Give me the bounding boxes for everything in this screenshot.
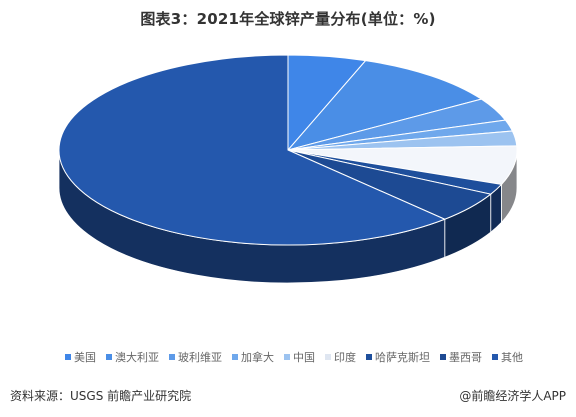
- pie-slice-1: [286, 60, 483, 151]
- legend-item-2: 玻利维亚: [169, 349, 222, 365]
- brand-label: @前瞻经济学人APP: [459, 389, 566, 403]
- legend-swatch-0: [65, 354, 71, 360]
- pie-slice-8: [58, 54, 447, 246]
- legend-swatch-4: [284, 354, 290, 360]
- source-note: 资料来源：USGS 前瞻产业研究院: [10, 389, 192, 403]
- legend-item-8: 其他: [492, 349, 523, 365]
- legend-swatch-7: [440, 354, 446, 360]
- legend-item-7: 墨西哥: [440, 349, 482, 365]
- legend-label-8: 其他: [501, 351, 523, 364]
- legend-label-4: 中国: [293, 351, 315, 364]
- legend-swatch-2: [169, 354, 175, 360]
- legend-item-1: 澳大利亚: [106, 349, 159, 365]
- legend-swatch-1: [106, 354, 112, 360]
- legend-swatch-3: [232, 354, 238, 360]
- legend-swatch-5: [325, 354, 331, 360]
- chart-title: 图表3：2021年全球锌产量分布(单位：%): [140, 10, 436, 28]
- legend-label-7: 墨西哥: [449, 351, 482, 364]
- legend-label-3: 加拿大: [241, 351, 274, 364]
- legend-item-4: 中国: [284, 349, 315, 365]
- legend-item-3: 加拿大: [232, 349, 274, 365]
- chart-legend: 美国 澳大利亚 玻利维亚 加拿大 中国 印度 哈萨克斯坦 墨西哥 其他: [34, 349, 554, 365]
- legend-swatch-8: [492, 354, 498, 360]
- legend-swatch-6: [366, 354, 372, 360]
- legend-label-0: 美国: [74, 351, 96, 364]
- legend-item-6: 哈萨克斯坦: [366, 349, 430, 365]
- legend-label-5: 印度: [334, 351, 356, 364]
- legend-label-2: 玻利维亚: [178, 351, 222, 364]
- legend-item-5: 印度: [325, 349, 356, 365]
- legend-item-0: 美国: [65, 349, 96, 365]
- legend-label-1: 澳大利亚: [115, 351, 159, 364]
- pie-top: [58, 54, 518, 246]
- legend-label-6: 哈萨克斯坦: [375, 351, 430, 364]
- pie-chart: [58, 54, 518, 284]
